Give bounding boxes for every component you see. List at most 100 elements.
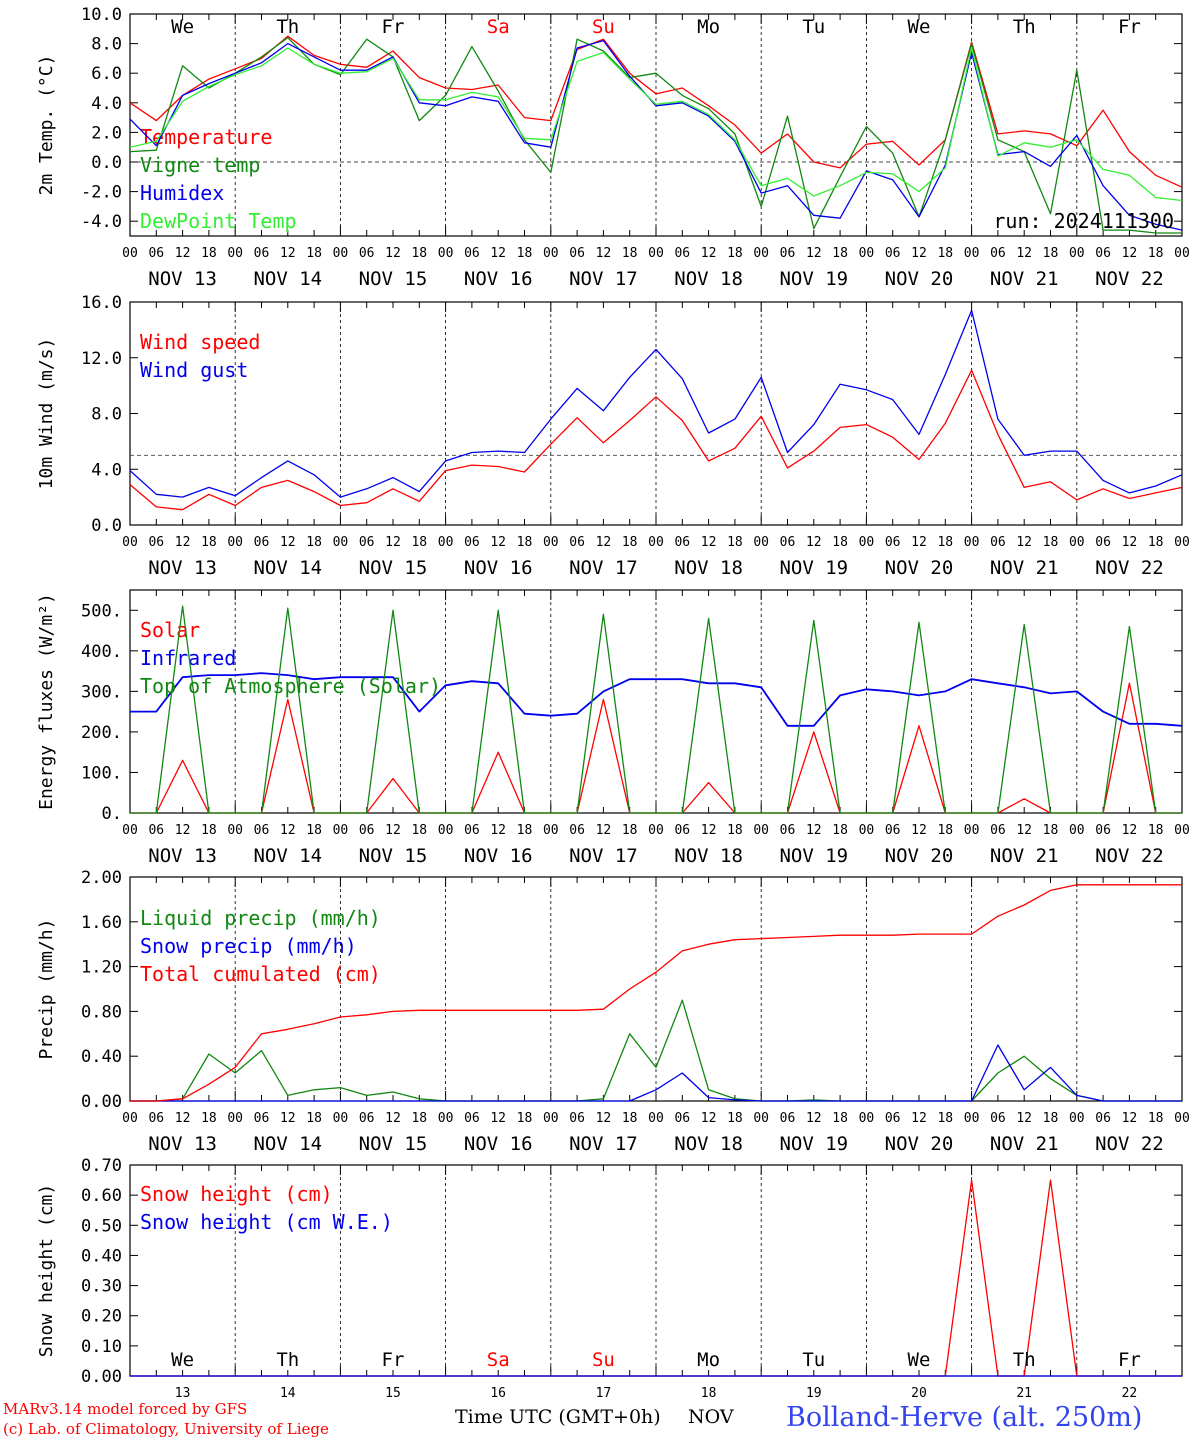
date-label: NOV 14 — [253, 557, 322, 579]
hour-label: 06 — [885, 823, 901, 838]
hour-label: 06 — [885, 1111, 901, 1126]
series-line-2 — [130, 1044, 1182, 1102]
hour-label: 00 — [333, 246, 349, 261]
hour-label: 18 — [832, 823, 848, 838]
series-line-2 — [130, 672, 1183, 727]
hour-label: 00 — [964, 823, 980, 838]
hour-label: 12 — [596, 535, 612, 550]
y-tick-label: 8.0 — [91, 405, 122, 425]
date-label: NOV 20 — [885, 268, 954, 290]
y-axis-label: Precip (mm/h) — [36, 919, 57, 1060]
series-line-3 — [130, 605, 1182, 814]
date-label: NOV 17 — [569, 845, 638, 867]
y-tick-label: 0.80 — [81, 1002, 122, 1022]
day-of-week-label: Fr — [382, 1349, 405, 1371]
hour-label: 18 — [727, 246, 743, 261]
hour-label: 12 — [1122, 1111, 1138, 1126]
day-of-week-label: We — [908, 1349, 931, 1371]
hour-label: 12 — [385, 246, 401, 261]
legend-entry: Snow height (cm) — [140, 1182, 333, 1206]
hour-label: 00 — [648, 246, 664, 261]
legend-entry: Snow height (cm W.E.) — [140, 1210, 393, 1234]
hour-label: 06 — [1095, 823, 1111, 838]
hour-label: 00 — [227, 1111, 243, 1126]
hour-label: 18 — [622, 823, 638, 838]
panel-3: 500. 400. 300. 200. 100. 0. Energy fluxes (W/m… — [36, 589, 1190, 867]
date-label: NOV 22 — [1095, 557, 1164, 579]
y-tick-label: 0. — [102, 804, 122, 824]
hour-label: 18 — [1043, 535, 1059, 550]
hour-label: 00 — [438, 1111, 454, 1126]
day-of-week-label: Th — [276, 1349, 299, 1371]
month-label: NOV — [688, 1406, 734, 1428]
y-tick-label: 4.0 — [91, 460, 122, 480]
y-tick-label: 0.60 — [81, 1186, 122, 1206]
date-label: NOV 19 — [779, 1133, 848, 1155]
hour-label: 18 — [1148, 246, 1164, 261]
series-line-4 — [129, 47, 1183, 202]
date-label: NOV 20 — [885, 1133, 954, 1155]
day-number-label: 16 — [490, 1386, 506, 1401]
date-label: NOV 15 — [359, 557, 428, 579]
date-label: NOV 19 — [779, 557, 848, 579]
hour-label: 06 — [254, 823, 270, 838]
hour-label: 12 — [1016, 823, 1032, 838]
date-label: NOV 18 — [674, 268, 743, 290]
date-label: NOV 22 — [1095, 268, 1164, 290]
series-line-1 — [129, 369, 1183, 511]
hour-label: 06 — [1095, 535, 1111, 550]
hour-label: 12 — [175, 823, 191, 838]
hour-label: 06 — [990, 246, 1006, 261]
date-label: NOV 18 — [674, 845, 743, 867]
date-label: NOV 16 — [464, 845, 533, 867]
day-of-week-label: Mo — [697, 1349, 720, 1371]
hour-label: 06 — [569, 1111, 585, 1126]
hour-label: 00 — [1069, 246, 1085, 261]
hour-label: 06 — [674, 535, 690, 550]
hour-label: 12 — [911, 823, 927, 838]
date-label: NOV 13 — [148, 557, 217, 579]
y-tick-label: 0.40 — [81, 1246, 122, 1266]
date-label: NOV 22 — [1095, 845, 1164, 867]
hour-label: 06 — [359, 1111, 375, 1126]
y-tick-label: 6.0 — [91, 64, 122, 84]
hour-label: 12 — [175, 1111, 191, 1126]
hour-label: 18 — [937, 823, 953, 838]
hour-label: 06 — [464, 246, 480, 261]
hour-label: 12 — [806, 535, 822, 550]
hour-label: 00 — [1069, 823, 1085, 838]
legend-entry: Liquid precip (mm/h) — [140, 906, 381, 930]
hour-label: 18 — [411, 246, 427, 261]
day-of-week-label: We — [171, 1349, 194, 1371]
day-of-week-label: We — [171, 16, 194, 38]
hour-label: 06 — [674, 823, 690, 838]
hour-label: 18 — [1148, 823, 1164, 838]
hour-label: 00 — [964, 1111, 980, 1126]
series-line-1 — [129, 35, 1183, 188]
y-tick-label: 2.00 — [81, 868, 122, 888]
legend-entry: Solar — [140, 618, 200, 642]
hour-label: 12 — [1016, 246, 1032, 261]
day-of-week-label: Su — [592, 16, 615, 38]
date-label: NOV 14 — [253, 268, 322, 290]
hour-label: 12 — [596, 246, 612, 261]
hour-label: 06 — [569, 535, 585, 550]
day-of-week-label: Th — [1013, 16, 1036, 38]
hour-label: 18 — [306, 1111, 322, 1126]
hour-label: 12 — [280, 535, 296, 550]
date-label: NOV 13 — [148, 845, 217, 867]
hour-label: 06 — [674, 246, 690, 261]
date-label: NOV 15 — [359, 268, 428, 290]
series-line-2 — [129, 37, 1182, 234]
y-tick-label: 200. — [81, 723, 122, 743]
day-of-week-label: Mo — [697, 16, 720, 38]
hour-label: 00 — [1174, 823, 1190, 838]
legend-entry: DewPoint Temp — [140, 209, 297, 233]
hour-label: 18 — [727, 1111, 743, 1126]
y-tick-label: 0.10 — [81, 1337, 122, 1357]
date-label: NOV 16 — [464, 1133, 533, 1155]
hour-label: 12 — [701, 246, 717, 261]
hour-label: 00 — [333, 535, 349, 550]
hour-label: 00 — [438, 823, 454, 838]
date-label: NOV 14 — [253, 1133, 322, 1155]
